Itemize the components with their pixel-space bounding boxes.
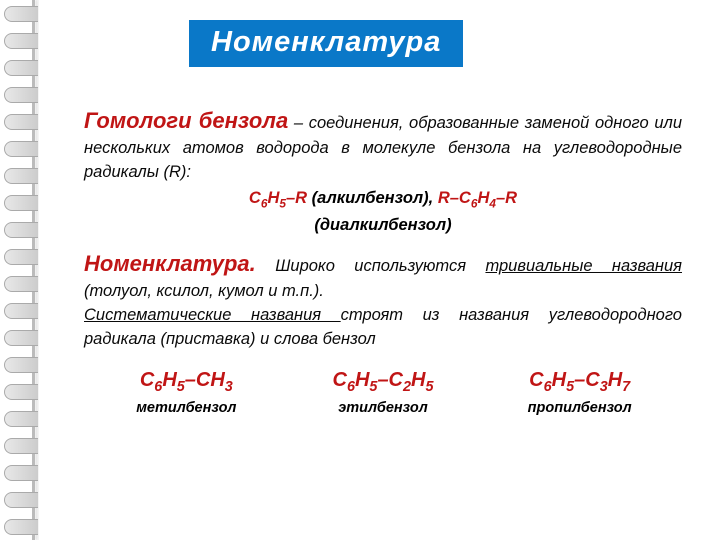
formula-line-2: (диалкилбензол): [84, 214, 682, 238]
paragraph-systematic: Систематические названия строят из назва…: [84, 304, 682, 352]
spiral-binding: [0, 0, 38, 540]
paragraph-nomenclature: Номенклатура. Широко используются тривиа…: [84, 248, 682, 304]
example-methyl: С6Н5–СН3 метилбензол: [88, 366, 285, 419]
term-nomenclature: Номенклатура.: [84, 251, 256, 276]
example-ethyl: С6Н5–С2Н5 этилбензол: [285, 366, 482, 419]
paragraph-homologs: Гомологи бензола – соединения, образован…: [84, 105, 682, 185]
example-propyl: С6Н5–С3Н7 пропилбензол: [481, 366, 678, 419]
body-text: Гомологи бензола – соединения, образован…: [84, 105, 682, 419]
examples-row: С6Н5–СН3 метилбензол С6Н5–С2Н5 этилбензо…: [84, 366, 682, 419]
term-homologs: Гомологи бензола: [84, 108, 288, 133]
page-title: Номенклатура: [189, 20, 463, 67]
page-content: Номенклатура Гомологи бензола – соединен…: [54, 0, 720, 540]
formula-line-1: C6Н5–R (алкилбензол), R–С6Н4–R: [84, 187, 682, 213]
